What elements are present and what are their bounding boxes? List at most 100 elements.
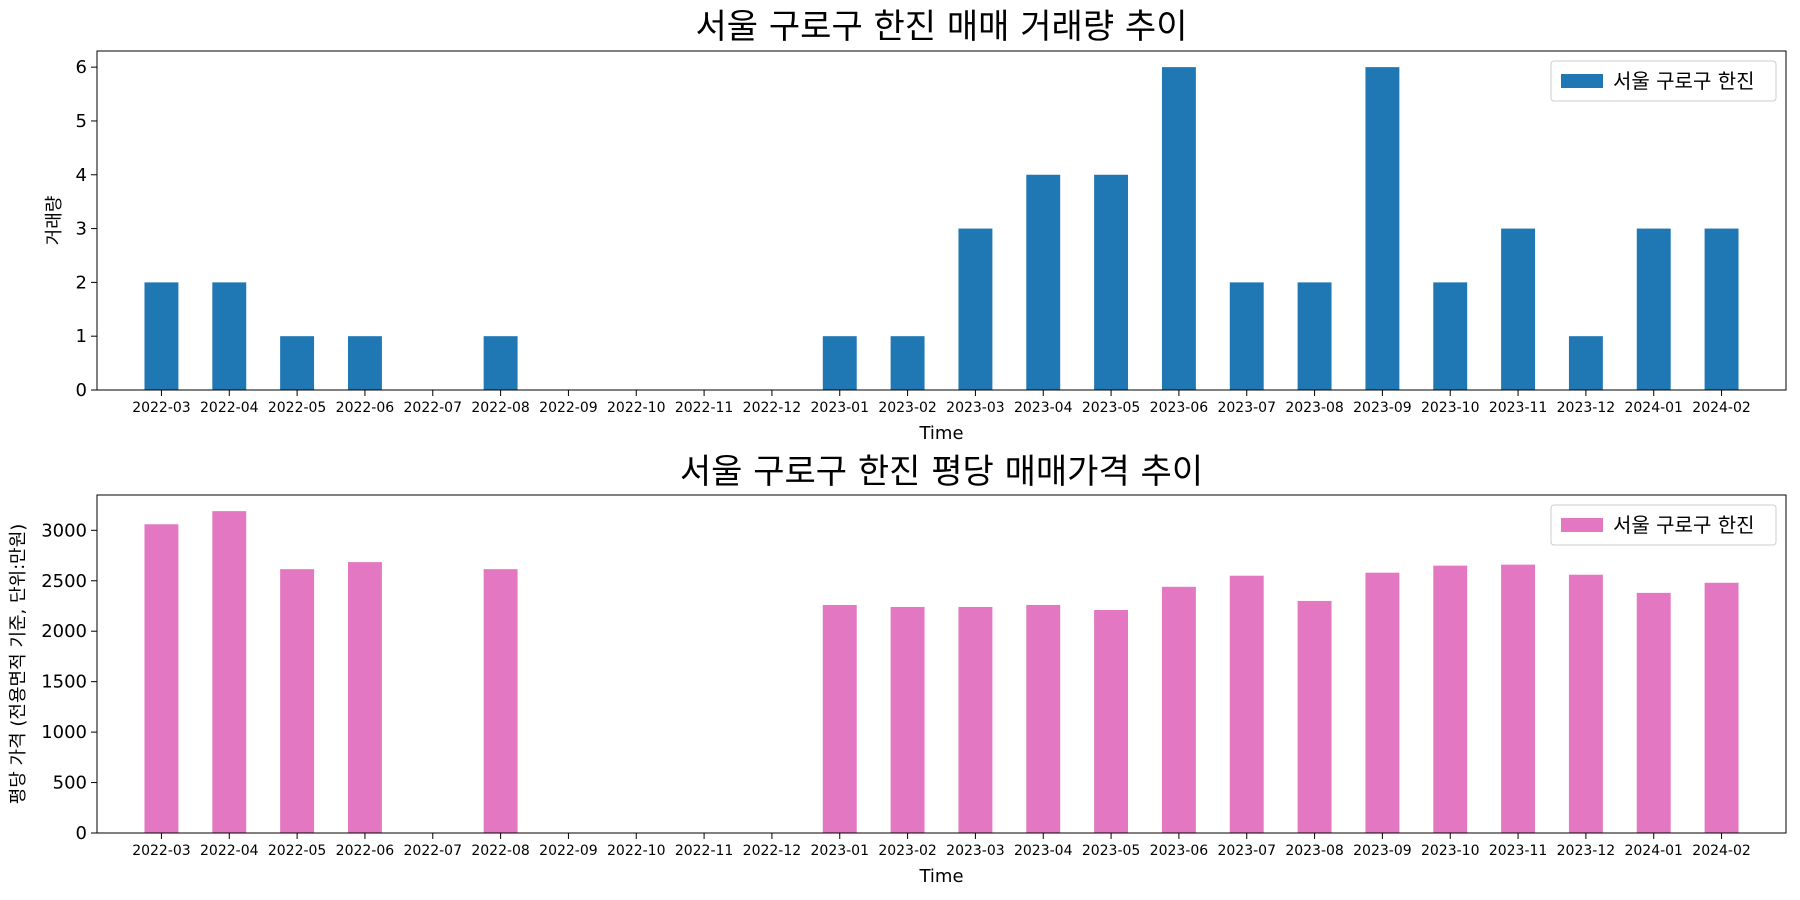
bar-2023-03 bbox=[958, 228, 993, 390]
x-axis-label: Time bbox=[918, 866, 963, 887]
chart-title: 서울 구로구 한진 매매 거래량 추이 bbox=[696, 7, 1188, 47]
x-tick-label: 2022-07 bbox=[404, 400, 463, 416]
x-tick-label: 2023-12 bbox=[1557, 843, 1616, 859]
x-tick-label: 2022-08 bbox=[471, 400, 530, 416]
legend-swatch bbox=[1561, 74, 1603, 88]
x-tick-label: 2023-02 bbox=[878, 843, 937, 859]
bar-2023-09 bbox=[1365, 572, 1400, 833]
x-tick-label: 2022-04 bbox=[200, 843, 259, 859]
x-ticks: 2022-03 2022-04 2022-05 2022-06 2022-07 2022-… bbox=[132, 833, 1751, 859]
y-tick-label: 1000 bbox=[41, 722, 87, 743]
x-tick-label: 2023-11 bbox=[1489, 843, 1548, 859]
bar-2023-04 bbox=[1026, 604, 1061, 833]
x-tick-label: 2022-05 bbox=[268, 400, 327, 416]
plot-frame bbox=[96, 50, 1787, 391]
y-ticks: 0 500 1000 1500 2000 2500 3000 bbox=[41, 520, 97, 844]
x-tick-label: 2022-03 bbox=[132, 843, 191, 859]
x-tick-label: 2022-09 bbox=[539, 400, 598, 416]
bar-2023-10 bbox=[1433, 282, 1468, 390]
x-tick-label: 2023-01 bbox=[811, 400, 870, 416]
x-tick-label: 2023-03 bbox=[946, 843, 1005, 859]
x-tick-label: 2022-10 bbox=[607, 843, 666, 859]
x-tick-label: 2024-01 bbox=[1624, 843, 1683, 859]
x-tick-label: 2022-10 bbox=[607, 400, 666, 416]
bar-group bbox=[144, 511, 1739, 833]
x-tick-label: 2023-06 bbox=[1150, 843, 1209, 859]
x-tick-label: 2022-07 bbox=[404, 843, 463, 859]
bar-2023-04 bbox=[1026, 174, 1061, 390]
x-tick-label: 2023-01 bbox=[811, 843, 870, 859]
x-tick-label: 2023-03 bbox=[946, 400, 1005, 416]
bar-2023-06 bbox=[1161, 586, 1196, 833]
x-tick-label: 2023-04 bbox=[1014, 400, 1073, 416]
bar-2023-01 bbox=[822, 336, 857, 390]
y-tick-label: 2500 bbox=[41, 571, 87, 592]
y-axis-label: 평당 가격 (전용면적 기준, 단위:만원) bbox=[8, 524, 29, 805]
legend-label: 서울 구로구 한진 bbox=[1613, 69, 1755, 93]
bar-2022-03 bbox=[144, 524, 179, 833]
x-tick-label: 2023-05 bbox=[1082, 843, 1141, 859]
x-tick-label: 2022-12 bbox=[743, 400, 802, 416]
x-tick-label: 2022-09 bbox=[539, 843, 598, 859]
y-tick-label: 3 bbox=[76, 219, 87, 240]
bar-2022-04 bbox=[212, 511, 247, 833]
x-tick-label: 2022-03 bbox=[132, 400, 191, 416]
bar-group bbox=[144, 67, 1739, 390]
bar-2023-06 bbox=[1161, 67, 1196, 390]
x-tick-label: 2022-06 bbox=[336, 843, 395, 859]
y-tick-label: 2000 bbox=[41, 621, 87, 642]
y-tick-label: 5 bbox=[76, 111, 87, 132]
legend-box bbox=[1550, 60, 1777, 102]
x-tick-label: 2024-01 bbox=[1624, 400, 1683, 416]
x-tick-label: 2022-04 bbox=[200, 400, 259, 416]
bar-2023-10 bbox=[1433, 565, 1468, 833]
x-tick-label: 2023-07 bbox=[1217, 400, 1276, 416]
bar-2023-11 bbox=[1501, 228, 1536, 390]
bar-2022-03 bbox=[144, 282, 179, 390]
x-tick-label: 2024-02 bbox=[1692, 400, 1751, 416]
bar-2023-02 bbox=[890, 606, 925, 833]
y-axis-label: 거래량 bbox=[44, 196, 65, 246]
x-tick-label: 2023-10 bbox=[1421, 400, 1480, 416]
y-tick-label: 1 bbox=[76, 326, 87, 347]
x-tick-label: 2023-06 bbox=[1150, 400, 1209, 416]
bar-2022-05 bbox=[280, 569, 315, 833]
y-ticks: 0 1 2 3 4 5 6 bbox=[76, 57, 97, 401]
x-tick-label: 2023-07 bbox=[1217, 843, 1276, 859]
chart-title: 서울 구로구 한진 평당 매매가격 추이 bbox=[680, 452, 1203, 492]
legend-swatch bbox=[1561, 518, 1603, 532]
x-tick-label: 2022-06 bbox=[336, 400, 395, 416]
y-tick-label: 0 bbox=[76, 380, 87, 401]
bar-2023-08 bbox=[1297, 282, 1332, 390]
bar-2024-02 bbox=[1704, 228, 1739, 390]
x-tick-label: 2023-04 bbox=[1014, 843, 1073, 859]
bar-2023-02 bbox=[890, 336, 925, 390]
x-tick-label: 2022-05 bbox=[268, 843, 327, 859]
price-chart: 서울 구로구 한진 평당 매매가격 추이 평당 가격 (전용면적 기준, 단위:… bbox=[8, 452, 1787, 887]
legend-box bbox=[1550, 504, 1777, 546]
bar-2022-06 bbox=[347, 562, 382, 833]
bar-2023-08 bbox=[1297, 600, 1332, 833]
x-tick-label: 2023-09 bbox=[1353, 843, 1412, 859]
bar-2023-05 bbox=[1094, 610, 1129, 833]
x-tick-label: 2024-02 bbox=[1692, 843, 1751, 859]
bar-2023-11 bbox=[1501, 564, 1536, 833]
x-ticks: 2022-03 2022-04 2022-05 2022-06 2022-07 2022-… bbox=[132, 390, 1751, 416]
legend-label: 서울 구로구 한진 bbox=[1613, 513, 1755, 537]
bar-2023-03 bbox=[958, 606, 993, 833]
bar-2024-01 bbox=[1636, 228, 1671, 390]
x-axis-label: Time bbox=[918, 423, 963, 444]
bar-2024-01 bbox=[1636, 592, 1671, 833]
y-tick-label: 0 bbox=[76, 823, 87, 844]
bar-2023-12 bbox=[1568, 574, 1603, 833]
bar-2023-05 bbox=[1094, 174, 1129, 390]
bar-2022-08 bbox=[483, 569, 518, 833]
y-tick-label: 1500 bbox=[41, 672, 87, 693]
x-tick-label: 2023-09 bbox=[1353, 400, 1412, 416]
y-tick-label: 6 bbox=[76, 57, 87, 78]
bar-2022-05 bbox=[280, 336, 315, 390]
legend: 서울 구로구 한진 bbox=[1550, 504, 1777, 546]
bar-2023-01 bbox=[822, 604, 857, 833]
x-tick-label: 2023-08 bbox=[1285, 400, 1344, 416]
x-tick-label: 2023-05 bbox=[1082, 400, 1141, 416]
